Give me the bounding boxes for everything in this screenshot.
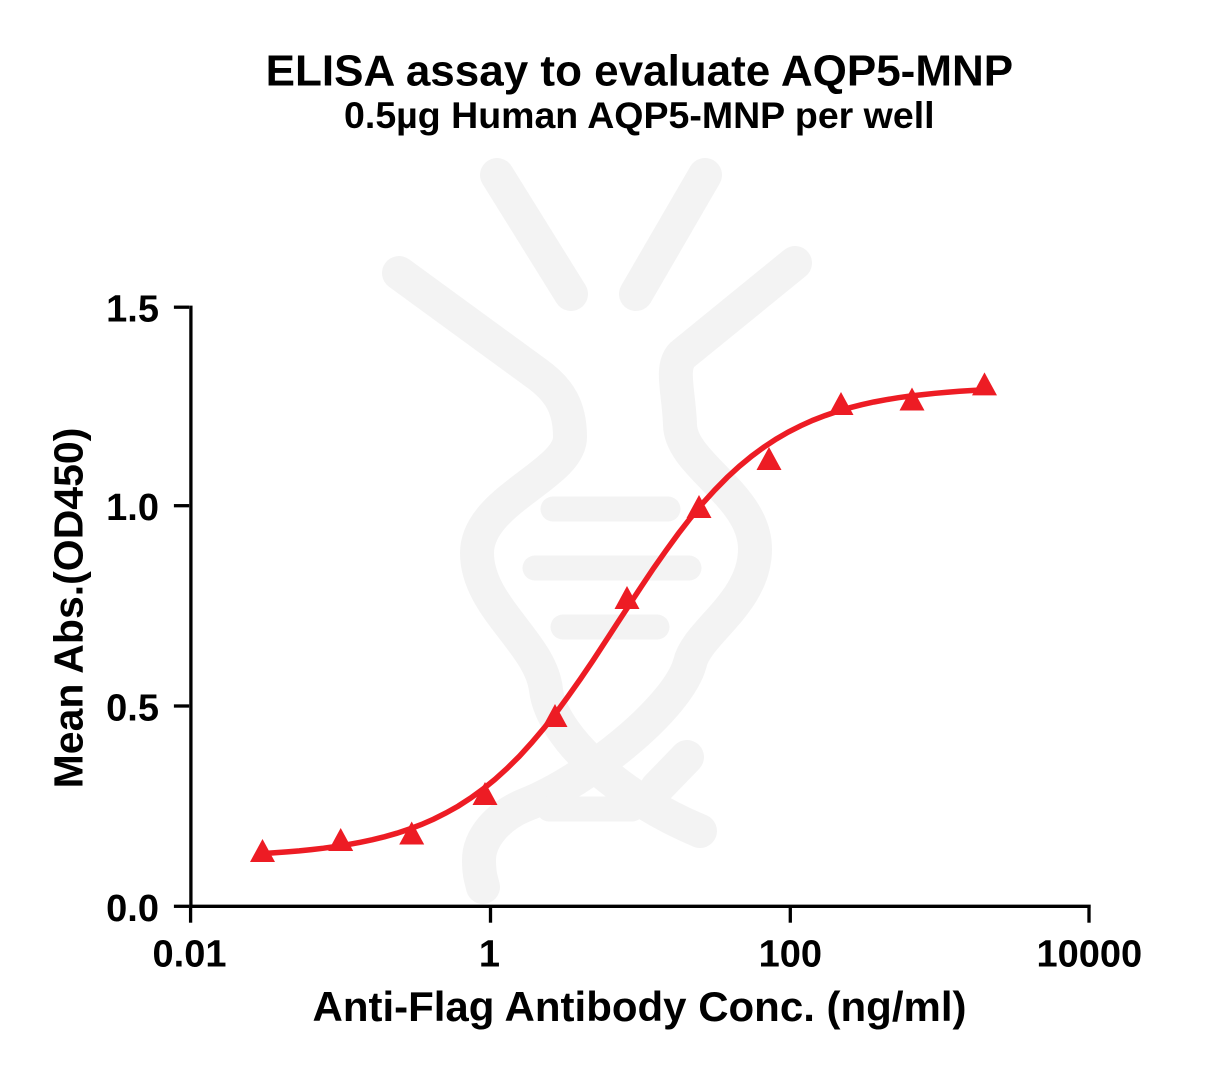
svg-text:1: 1	[479, 933, 500, 975]
svg-text:0.0: 0.0	[106, 888, 159, 930]
svg-text:1.5: 1.5	[106, 289, 159, 331]
svg-text:ELISA assay to evaluate AQP5-M: ELISA assay to evaluate AQP5-MNP	[266, 46, 1013, 95]
svg-text:Mean Abs.(OD450): Mean Abs.(OD450)	[46, 428, 92, 789]
svg-text:1.0: 1.0	[106, 487, 159, 529]
svg-text:10000: 10000	[1036, 933, 1142, 975]
svg-text:0.01: 0.01	[153, 933, 227, 975]
svg-text:Anti-Flag Antibody Conc. (ng/m: Anti-Flag Antibody Conc. (ng/ml)	[312, 983, 966, 1030]
svg-text:0.5: 0.5	[106, 688, 159, 730]
svg-text:0.5µg Human AQP5-MNP per well: 0.5µg Human AQP5-MNP per well	[344, 94, 935, 136]
svg-text:100: 100	[759, 933, 822, 975]
